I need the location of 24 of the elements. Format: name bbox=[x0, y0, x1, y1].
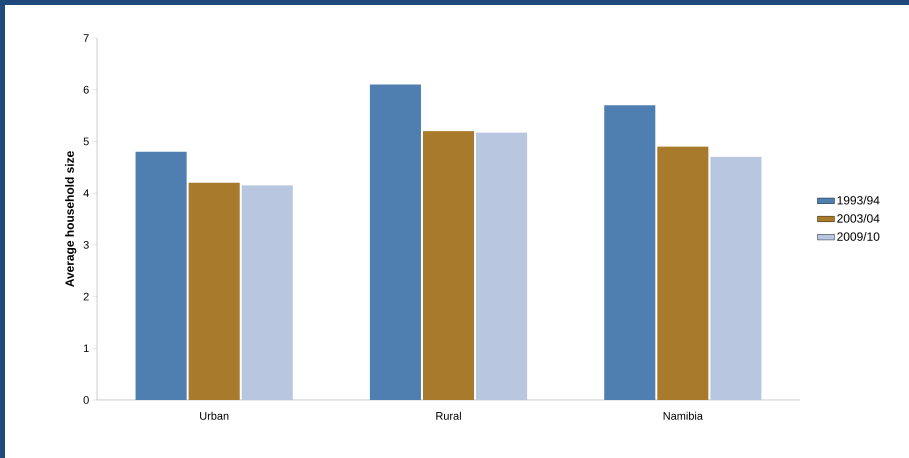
bar bbox=[136, 152, 187, 400]
bar bbox=[188, 182, 240, 400]
y-tick-label: 7 bbox=[84, 34, 89, 42]
bar bbox=[242, 185, 293, 400]
bar bbox=[370, 84, 421, 400]
bar bbox=[476, 132, 528, 400]
legend-label: 2009/10 bbox=[837, 232, 880, 241]
x-tick-label: Namibia bbox=[664, 412, 703, 420]
legend-label: 1993/94 bbox=[838, 196, 880, 205]
y-tick-label: 3 bbox=[84, 240, 89, 249]
y-axis-title: Average household size bbox=[65, 151, 76, 287]
y-tick-label: 5 bbox=[84, 138, 89, 146]
bar bbox=[710, 156, 762, 400]
legend-label: 2003/04 bbox=[837, 214, 880, 223]
x-tick-label: Urban bbox=[200, 412, 228, 420]
x-tick-label: Rural bbox=[436, 412, 461, 420]
y-tick-label: 1 bbox=[84, 344, 89, 352]
bar bbox=[604, 105, 656, 400]
y-tick-label: 0 bbox=[84, 396, 89, 404]
y-tick-label: 2 bbox=[84, 292, 89, 300]
bar bbox=[657, 146, 708, 400]
y-tick-label: 4 bbox=[83, 189, 89, 197]
y-tick-label: 6 bbox=[84, 86, 89, 94]
bar bbox=[422, 131, 474, 400]
